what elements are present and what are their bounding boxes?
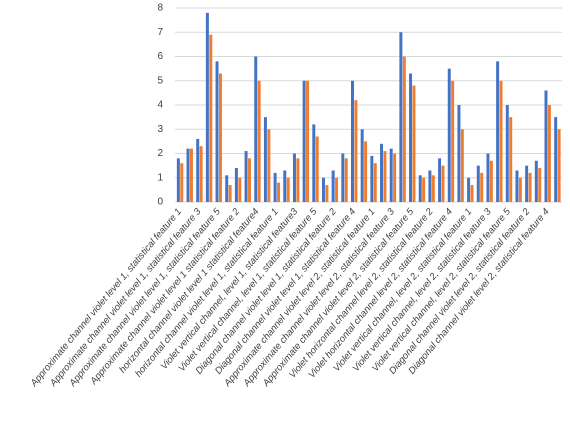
bar [277, 182, 281, 202]
bar [312, 124, 316, 202]
bar [325, 185, 329, 202]
bar [180, 163, 184, 202]
bar [360, 129, 364, 202]
bar [335, 177, 339, 202]
bar [254, 56, 258, 202]
y-tick-label: 5 [157, 75, 163, 86]
bar [364, 141, 368, 202]
bar [438, 158, 442, 202]
y-tick-label: 7 [157, 27, 163, 38]
bar [273, 172, 277, 202]
bar [186, 148, 190, 202]
bar [418, 175, 422, 202]
bar [393, 153, 397, 202]
bar [267, 129, 271, 202]
bar [244, 151, 248, 202]
bar [196, 138, 200, 202]
bar [470, 185, 474, 202]
bar [486, 153, 490, 202]
bar [341, 153, 345, 202]
bar [209, 34, 213, 202]
bar [480, 172, 484, 202]
bar [315, 136, 319, 202]
y-tick-label: 6 [157, 51, 163, 62]
bar [215, 61, 219, 202]
bar [534, 160, 538, 202]
bar [496, 61, 500, 202]
bar [409, 73, 413, 202]
bar [412, 85, 416, 202]
bar [431, 175, 435, 202]
bar [370, 155, 374, 202]
bar [460, 129, 464, 202]
bar [380, 143, 384, 202]
bar [525, 165, 529, 202]
bar [302, 80, 306, 202]
bar [538, 168, 542, 202]
bar [383, 151, 387, 202]
bar [331, 170, 335, 202]
bar [257, 80, 261, 202]
bar [286, 177, 290, 202]
y-tick-label: 4 [157, 100, 163, 111]
bar [344, 158, 348, 202]
bar [447, 68, 451, 202]
bar [544, 90, 548, 202]
bar [451, 80, 455, 202]
bar [296, 158, 300, 202]
bar [205, 12, 209, 202]
bar [547, 105, 551, 202]
bar [457, 105, 461, 202]
bar [263, 117, 267, 202]
bar [505, 105, 509, 202]
bar [321, 177, 325, 202]
bar [422, 177, 426, 202]
bar [515, 170, 519, 202]
bar [373, 163, 377, 202]
bar [225, 175, 229, 202]
y-tick-label: 3 [157, 124, 163, 135]
bar [554, 117, 558, 202]
y-tick-label: 0 [157, 197, 163, 208]
bar [176, 158, 180, 202]
bar [234, 168, 238, 202]
bar [467, 177, 471, 202]
bar [402, 56, 406, 202]
bar [306, 80, 310, 202]
y-tick-label: 2 [157, 148, 163, 159]
bar [489, 160, 493, 202]
bar [292, 153, 296, 202]
bar [499, 80, 503, 202]
bar [509, 117, 513, 202]
bar [428, 170, 432, 202]
bar [189, 148, 193, 202]
y-tick-label: 8 [157, 3, 163, 14]
bar [476, 165, 480, 202]
bar [399, 32, 403, 202]
bar [441, 165, 445, 202]
bar [518, 177, 522, 202]
bar [228, 185, 232, 202]
bar [199, 146, 203, 202]
bar [528, 172, 532, 202]
bar [248, 158, 251, 202]
bar [557, 129, 561, 202]
bar [351, 80, 354, 202]
bar [238, 177, 242, 202]
y-tick-label: 1 [157, 172, 163, 183]
bar [389, 148, 393, 202]
bar [283, 170, 287, 202]
bar [218, 73, 222, 202]
bar [354, 100, 358, 202]
